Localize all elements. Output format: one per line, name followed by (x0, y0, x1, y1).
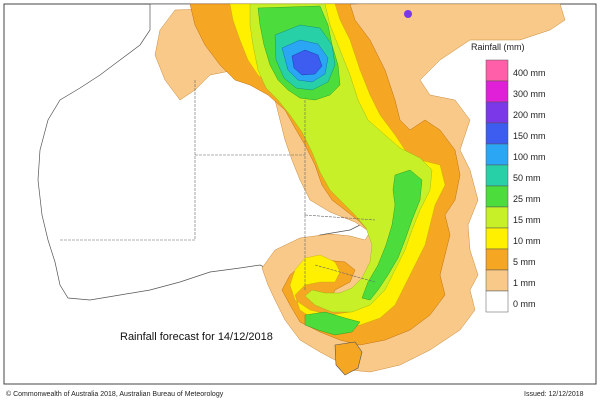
rain-zone-200mm-spot (404, 10, 412, 18)
legend-label: 5 mm (513, 257, 536, 267)
legend-title: Rainfall (mm) (471, 42, 525, 52)
state-borders (60, 80, 376, 290)
rain-zone-25mm-south (304, 311, 361, 336)
issued-date: Issued: 12/12/2018 (524, 391, 584, 398)
legend-swatch (485, 206, 509, 229)
copyright-text: © Commonwealth of Australia 2018, Austra… (6, 390, 224, 398)
legend-label: 300 mm (513, 89, 546, 99)
legend-swatch (485, 290, 509, 313)
legend-label: 10 mm (513, 236, 541, 246)
legend-swatch (485, 269, 509, 292)
legend-swatch (485, 248, 509, 271)
legend-swatch (485, 143, 509, 166)
legend-label: 15 mm (513, 215, 541, 225)
tasmania (334, 341, 363, 376)
legend-label: 1 mm (513, 278, 536, 288)
map-title: Rainfall forecast for 14/12/2018 (120, 331, 273, 343)
legend-swatch (485, 101, 509, 124)
legend-swatch (485, 185, 509, 208)
legend-label: 400 mm (513, 68, 546, 78)
legend: Rainfall (mm) 400 mm 300 mm 200 mm 150 mm 100… (471, 42, 546, 313)
legend-label: 25 mm (513, 194, 541, 204)
legend-swatch (485, 227, 509, 250)
legend-swatch (485, 122, 509, 145)
legend-label: 200 mm (513, 110, 546, 120)
legend-swatch (485, 164, 509, 187)
legend-swatch (485, 80, 509, 103)
legend-label: 50 mm (513, 173, 541, 183)
map-area (37, 3, 566, 376)
legend-label: 100 mm (513, 152, 546, 162)
legend-swatch (485, 59, 509, 82)
legend-label: 0 mm (513, 299, 536, 309)
rain-zone-150mm (291, 49, 323, 76)
rain-zone-25mm-coast (361, 169, 423, 301)
legend-label: 150 mm (513, 131, 546, 141)
